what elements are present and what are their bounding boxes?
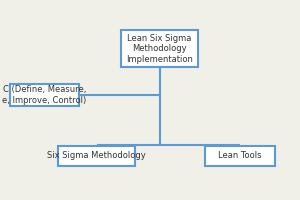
Text: Lean Six Sigma
Methodology
Implementation: Lean Six Sigma Methodology Implementatio…	[126, 34, 193, 64]
FancyBboxPatch shape	[205, 146, 275, 166]
Text: C (Define, Measure,
e, Improve, Control): C (Define, Measure, e, Improve, Control)	[2, 85, 87, 105]
FancyBboxPatch shape	[58, 146, 135, 166]
FancyBboxPatch shape	[10, 84, 79, 106]
Text: Six Sigma Methodology: Six Sigma Methodology	[47, 151, 146, 160]
FancyBboxPatch shape	[121, 30, 198, 67]
Text: Lean Tools: Lean Tools	[218, 151, 262, 160]
